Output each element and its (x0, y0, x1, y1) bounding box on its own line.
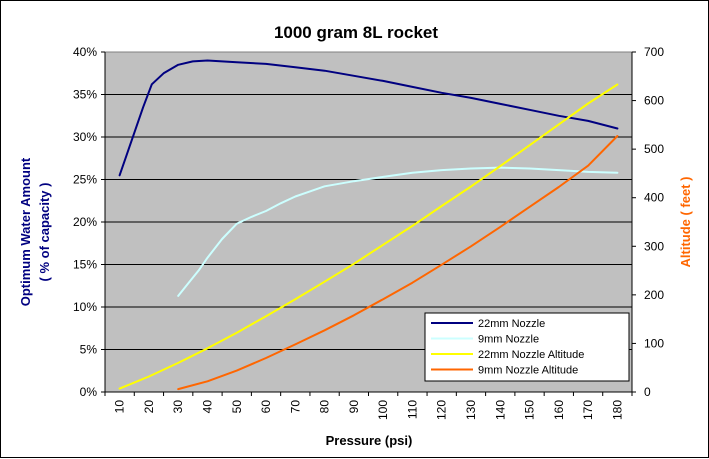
y-left-tick-label: 40% (73, 45, 97, 59)
y-right-tick-label: 700 (644, 45, 664, 59)
y-left-tick-label: 20% (73, 215, 97, 229)
y-left-tick-label: 30% (73, 130, 97, 144)
x-tick-label: 100 (376, 400, 390, 420)
x-tick-label: 120 (435, 400, 449, 420)
x-tick-label: 140 (493, 400, 507, 420)
x-tick-label: 30 (171, 400, 185, 414)
y-left-tick-label: 0% (80, 385, 98, 399)
y-axis-left-title-line1: Optimum Water Amount (18, 157, 33, 306)
series-line-22mm-nozzle (118, 59, 619, 177)
y-axis-left-title-line2: ( % of capacity ) (37, 183, 52, 282)
series-lines (118, 59, 619, 391)
series-line-22mm-nozzle-altitude (118, 83, 619, 390)
x-tick-label: 50 (230, 400, 244, 414)
y-right-tick-label: 100 (644, 336, 664, 350)
series-line-9mm-nozzle-altitude (177, 135, 619, 391)
y-right-tick-label: 0 (644, 385, 651, 399)
legend-label: 9mm Nozzle (478, 334, 539, 346)
x-tick-label: 90 (347, 400, 361, 414)
y-left-tick-label: 5% (80, 343, 98, 357)
y-right-tick-label: 400 (644, 191, 664, 205)
x-tick-label: 20 (142, 400, 156, 414)
x-tick-label: 150 (523, 400, 537, 420)
x-tick-label: 110 (405, 400, 419, 419)
x-tick-label: 40 (200, 400, 214, 414)
y-left-tick-label: 25% (73, 173, 97, 187)
legend-label: 22mm Nozzle (478, 318, 545, 330)
legend-label: 22mm Nozzle Altitude (478, 349, 584, 361)
y-right-tick-label: 500 (644, 142, 664, 156)
tick-labels: 0% 5% 10% 15% 20% 25% 30% 35% 40% 0 100 200 300 400 50… (73, 45, 664, 420)
y-left-tick-label: 10% (73, 300, 97, 314)
y-left-tick-label: 35% (73, 88, 97, 102)
x-tick-label: 130 (464, 400, 478, 420)
y-axis-right-title: Altitude ( feet ) (678, 177, 693, 268)
y-right-tick-label: 200 (644, 288, 664, 302)
x-tick-label: 70 (288, 400, 302, 414)
legend: 22mm Nozzle 9mm Nozzle 22mm Nozzle Altitud… (424, 312, 630, 382)
y-right-tick-label: 300 (644, 239, 664, 253)
series-line-9mm-nozzle (177, 166, 619, 297)
y-right-tick-label: 600 (644, 94, 664, 108)
x-tick-label: 180 (610, 400, 624, 420)
x-tick-label: 10 (113, 400, 127, 414)
chart-title: 1000 gram 8L rocket (274, 23, 438, 42)
x-tick-label: 80 (318, 400, 332, 414)
x-axis-title: Pressure (psi) (326, 433, 413, 448)
legend-label: 9mm Nozzle Altitude (478, 365, 578, 377)
y-left-tick-label: 15% (73, 258, 97, 272)
x-tick-label: 170 (581, 400, 595, 420)
x-tick-label: 160 (552, 400, 566, 420)
x-tick-label: 60 (259, 400, 273, 414)
